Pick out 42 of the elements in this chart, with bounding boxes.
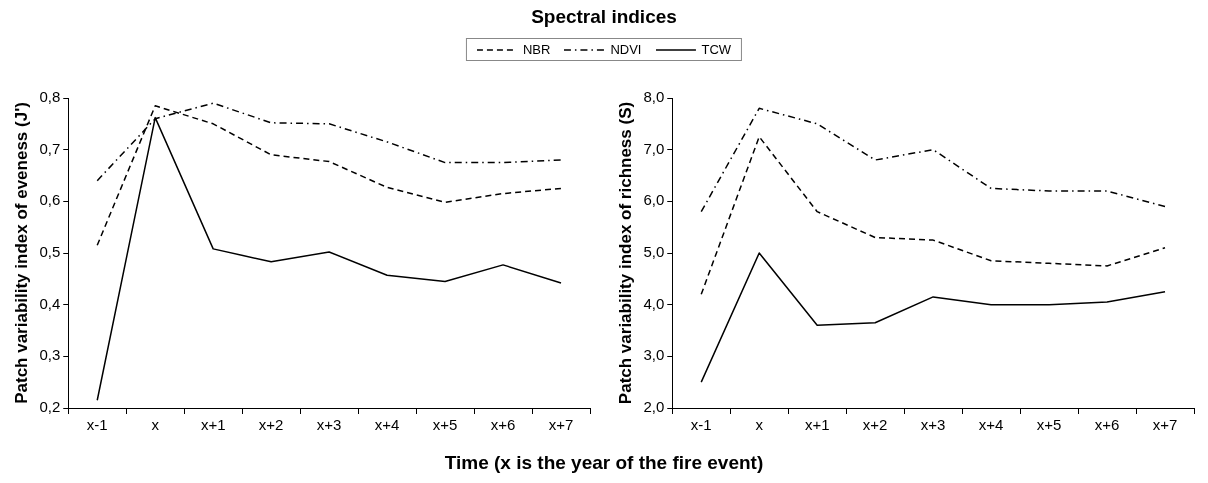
x-tick-label: x-1 bbox=[86, 416, 108, 434]
y-tick-label: 3,0 bbox=[643, 346, 665, 364]
line-series bbox=[700, 107, 1166, 213]
x-tick-label: x+3 bbox=[920, 416, 946, 434]
y-tick-label: 0,7 bbox=[39, 139, 61, 157]
legend-label: TCW bbox=[701, 42, 732, 57]
x-tick-label: x+7 bbox=[548, 416, 574, 434]
chart-title: Spectral indices bbox=[530, 6, 678, 28]
x-tick-label: x+5 bbox=[1036, 416, 1062, 434]
y-tick-label: 4,0 bbox=[643, 294, 665, 312]
y-tick-label: 0,4 bbox=[39, 294, 61, 312]
x-tick-label: x+6 bbox=[490, 416, 516, 434]
x-tick-label: x bbox=[151, 416, 160, 434]
legend-label: NBR bbox=[522, 42, 551, 57]
y-tick-label: 8,0 bbox=[643, 88, 665, 106]
x-tick-label: x bbox=[755, 416, 764, 434]
y-tick-label: 0,5 bbox=[39, 243, 61, 261]
line-series bbox=[96, 105, 562, 246]
legend-label: NDVI bbox=[610, 42, 642, 57]
x-tick-label: x+3 bbox=[316, 416, 342, 434]
y-axis-title: Patch variability index of eveness (J') bbox=[11, 102, 31, 404]
x-tick-label: x+4 bbox=[374, 416, 400, 434]
x-tick-label: x+7 bbox=[1152, 416, 1178, 434]
x-tick-label: x+2 bbox=[862, 416, 888, 434]
x-tick-label: x+6 bbox=[1094, 416, 1120, 434]
y-tick-label: 7,0 bbox=[643, 139, 665, 157]
x-tick-label: x-1 bbox=[690, 416, 712, 434]
y-tick-label: 2,0 bbox=[643, 398, 665, 416]
y-tick-label: 0,3 bbox=[39, 346, 61, 364]
x-axis-title: Time (x is the year of the fire event) bbox=[443, 452, 765, 474]
y-tick-label: 0,8 bbox=[39, 88, 61, 106]
y-tick-label: 0,2 bbox=[39, 398, 61, 416]
x-tick-label: x+1 bbox=[200, 416, 226, 434]
x-tick-label: x+5 bbox=[432, 416, 458, 434]
line-series bbox=[700, 136, 1166, 296]
y-tick-label: 6,0 bbox=[643, 191, 665, 209]
x-tick-label: x+2 bbox=[258, 416, 284, 434]
y-tick-label: 0,6 bbox=[39, 191, 61, 209]
y-tick-label: 5,0 bbox=[643, 243, 665, 261]
x-tick-label: x+1 bbox=[804, 416, 830, 434]
y-axis-title: Patch variability index of richness (S) bbox=[615, 101, 635, 405]
x-tick-label: x+4 bbox=[978, 416, 1004, 434]
